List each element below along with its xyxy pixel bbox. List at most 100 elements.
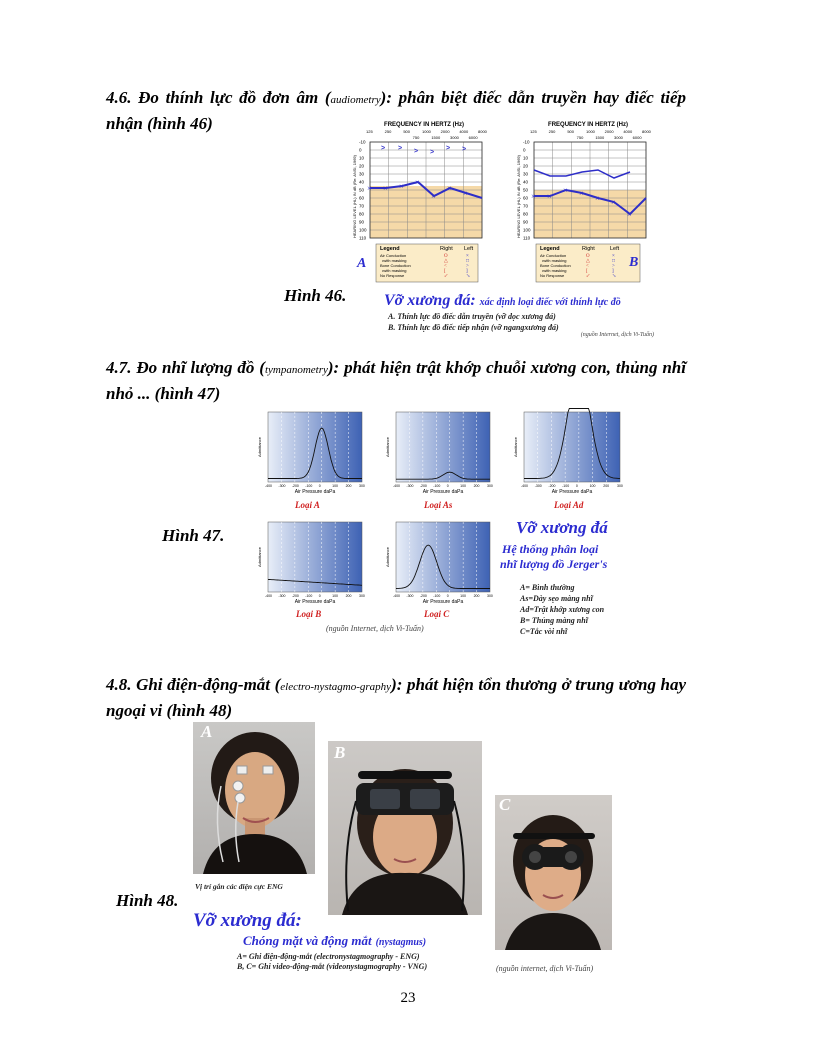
plot-area xyxy=(395,411,491,483)
svg-text:]: ] xyxy=(612,269,614,274)
level-tick: 50 xyxy=(359,188,365,193)
freq-tick: 3000 xyxy=(450,135,460,140)
svg-text:×: × xyxy=(547,192,552,201)
level-tick: 10 xyxy=(523,156,529,161)
pressure-tick: 300 xyxy=(617,484,623,488)
pressure-tick: 0 xyxy=(576,484,578,488)
level-tick: 110 xyxy=(523,236,531,241)
svg-text:Bone Conduction: Bone Conduction xyxy=(540,263,571,268)
svg-text:×: × xyxy=(447,184,452,193)
freq-tick: 1500 xyxy=(431,135,441,140)
x-axis-label: Air Pressure daPa xyxy=(295,489,336,495)
audiogram-a: FREQUENCY IN HERTZ (Hz) 125 250 500 1000 200… xyxy=(348,118,488,286)
freq-tick: 6000 xyxy=(469,135,479,140)
pressure-tick: -200 xyxy=(292,484,299,488)
svg-text:×: × xyxy=(627,210,632,219)
svg-text:[: [ xyxy=(444,269,446,274)
figure-47-caption: Vỡ xương đá Hệ thống phân loại nhĩ lượng… xyxy=(500,518,608,636)
pressure-tick: 200 xyxy=(603,484,609,488)
level-tick: 30 xyxy=(523,172,529,177)
svg-text:Right: Right xyxy=(582,246,595,252)
pressure-tick: 100 xyxy=(332,484,338,488)
svg-text:×: × xyxy=(399,182,404,191)
level-tick: 80 xyxy=(359,212,365,217)
svg-text:>: > xyxy=(466,264,469,269)
pressure-tick: -400 xyxy=(521,484,528,488)
pressure-tick: 0 xyxy=(319,484,321,488)
freq-tick: 4000 xyxy=(623,129,633,134)
figure-46-label: Hình 46. xyxy=(284,286,347,305)
heading-4-8: 4.8. Ghi điện-động-mắt (electro-nystagmo… xyxy=(106,675,687,720)
y-axis-label: Admittance xyxy=(257,546,262,567)
figure-47-source: (nguồn Internet, dịch Vi-Tuấn) xyxy=(326,624,424,633)
svg-text:□: □ xyxy=(466,259,469,264)
svg-text:Right: Right xyxy=(440,246,453,252)
svg-text:O: O xyxy=(444,254,448,259)
freq-tick: 500 xyxy=(567,129,574,134)
pressure-tick: -200 xyxy=(292,594,299,598)
level-tick: 0 xyxy=(523,148,526,153)
freq-tick: 125 xyxy=(530,129,537,134)
photo-c-label: C xyxy=(499,795,511,814)
svg-text:×: × xyxy=(611,198,616,207)
tymp-curve xyxy=(268,427,362,479)
svg-text:FREQUENCY IN HERTZ (Hz): FREQUENCY IN HERTZ (Hz) xyxy=(548,122,628,128)
tymp-chart-ad: Admittance -400 -300 -200 -100 0 100 200 300 Air … xyxy=(508,408,624,498)
audiogram-b: FREQUENCY IN HERTZ (Hz) 125 250 500 1000 200… xyxy=(512,118,652,286)
svg-text:×: × xyxy=(466,254,469,259)
x-axis-label: Air Pressure daPa xyxy=(295,599,336,605)
level-tick: 60 xyxy=(523,196,529,201)
level-tick: 40 xyxy=(359,180,365,185)
svg-text:×: × xyxy=(367,184,372,193)
tymp-curve xyxy=(267,578,363,586)
tymp-curve xyxy=(524,408,620,479)
freq-tick: 4000 xyxy=(459,129,469,134)
photo-c: C xyxy=(495,795,612,950)
freq-tick: 750 xyxy=(413,135,420,140)
y-axis-label: Admittance xyxy=(257,436,262,457)
pressure-tick: 300 xyxy=(359,594,365,598)
level-tick: 90 xyxy=(523,220,529,225)
pressure-tick: 300 xyxy=(487,484,493,488)
pressure-tick: -400 xyxy=(265,484,272,488)
svg-text:×: × xyxy=(463,189,468,198)
level-tick: 80 xyxy=(523,212,529,217)
pressure-tick: 100 xyxy=(460,484,466,488)
pressure-tick: 0 xyxy=(447,594,449,598)
level-tick: 60 xyxy=(359,196,365,201)
svg-text:Legend: Legend xyxy=(540,246,560,252)
svg-text:△: △ xyxy=(444,258,448,264)
svg-text:↙: ↙ xyxy=(444,273,448,279)
photo-a: A xyxy=(193,722,315,874)
svg-text:□: □ xyxy=(612,259,615,264)
svg-text:>: > xyxy=(462,146,466,153)
pressure-tick: -400 xyxy=(393,484,400,488)
figure-46-caption: Vỡ xương đá: xác định loại điếc với thín… xyxy=(384,292,654,338)
svg-text:[: [ xyxy=(586,269,588,274)
freq-tick: 750 xyxy=(577,135,584,140)
svg-text:HEARING LEVEL (HL) IN dB (Re:: HEARING LEVEL (HL) IN dB (Re: ANSI, 1969… xyxy=(352,154,357,238)
page-number: 23 xyxy=(400,990,416,1006)
svg-text:•with masking: •with masking xyxy=(382,258,407,263)
freq-tick: 8000 xyxy=(642,129,652,134)
svg-text:>: > xyxy=(398,145,402,152)
tymp-chart-c: Admittance -400 -300 -200 -100 0 100 200 300 Air … xyxy=(380,518,494,608)
tymp-label-as: Loại As xyxy=(424,500,453,510)
freq-tick: 2000 xyxy=(441,129,451,134)
level-tick: 70 xyxy=(523,204,529,209)
svg-text:↘: ↘ xyxy=(612,273,616,279)
freq-tick: 2000 xyxy=(605,129,615,134)
photo-a-label: A xyxy=(201,722,213,741)
freq-tick: 1000 xyxy=(422,129,432,134)
svg-text:Legend: Legend xyxy=(380,246,400,252)
plot-area xyxy=(395,521,491,593)
photo-b: B xyxy=(328,741,482,915)
pressure-tick: -400 xyxy=(265,594,272,598)
freq-tick: 125 xyxy=(366,129,373,134)
pressure-tick: 0 xyxy=(447,484,449,488)
level-tick: 110 xyxy=(359,236,367,241)
freq-tick: 1500 xyxy=(595,135,605,140)
audiogram-a-label: A xyxy=(357,256,367,271)
pressure-tick: -100 xyxy=(305,484,312,488)
pressure-tick: -300 xyxy=(535,484,542,488)
